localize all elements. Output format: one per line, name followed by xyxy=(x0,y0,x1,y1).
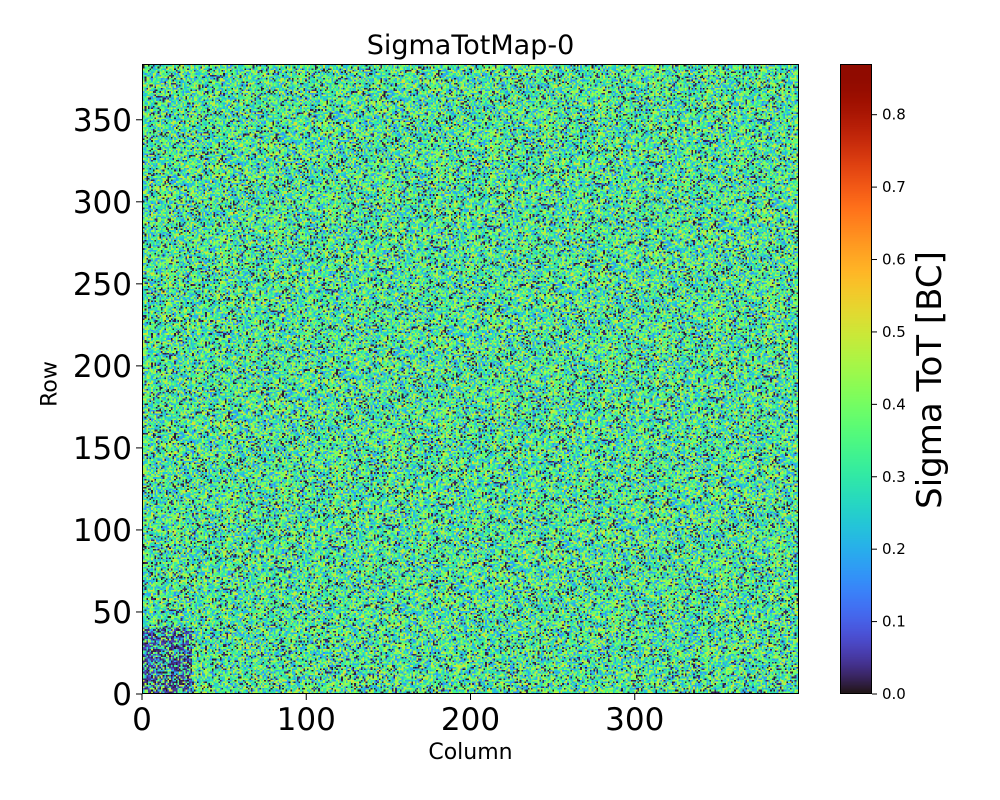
colorbar-tick-label: 0.7 xyxy=(882,178,906,196)
y-tick-label: 50 xyxy=(93,595,132,631)
heatmap-plot-area[interactable] xyxy=(142,64,799,694)
x-tick-label: 100 xyxy=(277,702,336,738)
colorbar-tick-label: 0.1 xyxy=(882,613,906,631)
chart-title: SigmaTotMap-0 xyxy=(366,30,575,61)
y-tick-label: 0 xyxy=(112,677,132,713)
colorbar-tick-label: 0.3 xyxy=(882,468,906,486)
colorbar-tick-label: 0.4 xyxy=(882,395,906,413)
x-tick-label: 200 xyxy=(441,702,500,738)
colorbar-label: Sigma ToT [BC] xyxy=(910,251,950,509)
y-axis-ticks: 0 50 100 150 200 250 300 350 xyxy=(73,103,142,713)
heatmap-image xyxy=(143,65,798,693)
x-axis-label: Column xyxy=(428,740,513,765)
y-tick-label: 100 xyxy=(73,513,132,549)
x-axis-ticks: 0 100 200 300 xyxy=(132,694,664,738)
colorbar-ticks: 0.0 0.1 0.2 0.3 0.4 0.5 0.6 0.7 0.8 xyxy=(872,106,906,703)
colorbar xyxy=(840,64,872,694)
y-axis-label: Row xyxy=(37,361,63,407)
y-tick-label: 150 xyxy=(73,431,132,467)
y-tick-label: 350 xyxy=(73,103,132,139)
colorbar-gradient xyxy=(841,65,871,693)
colorbar-tick-label: 0.2 xyxy=(882,540,906,558)
y-tick-label: 250 xyxy=(73,267,132,303)
colorbar-tick-label: 0.8 xyxy=(882,106,906,124)
x-tick-label: 300 xyxy=(605,702,664,738)
colorbar-tick-label: 0.6 xyxy=(882,251,906,269)
colorbar-tick-label: 0.0 xyxy=(882,685,906,703)
y-tick-label: 300 xyxy=(73,185,132,221)
colorbar-tick-label: 0.5 xyxy=(882,323,906,341)
x-tick-label: 0 xyxy=(132,702,152,738)
y-tick-label: 200 xyxy=(73,349,132,385)
